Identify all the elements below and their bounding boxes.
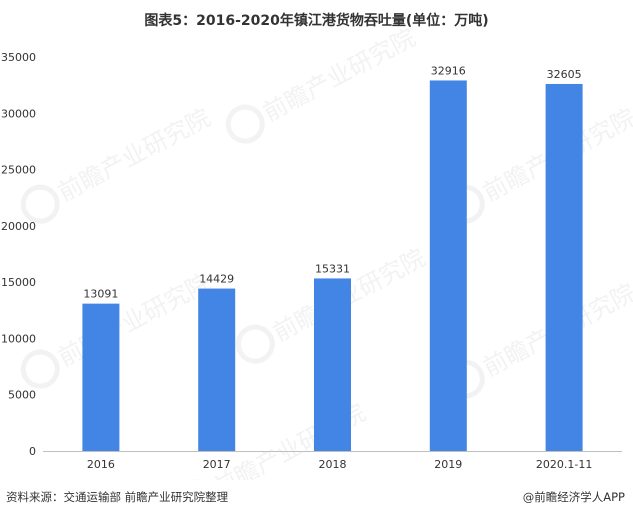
watermark: 前瞻产业研究院 <box>445 278 633 399</box>
y-tick-label: 25000 <box>1 164 36 177</box>
watermark-text: 前瞻产业研究院 <box>54 268 215 372</box>
bar <box>545 83 583 452</box>
chart-title: 图表5：2016-2020年镇江港货物吞吐量(单位：万吨) <box>144 13 489 29</box>
watermark-logo <box>20 349 60 389</box>
footer: 资料来源：交通运输部 前瞻产业研究院整理 @前瞻经济学人APP <box>0 487 633 511</box>
watermark: 前瞻产业研究院 <box>20 103 215 224</box>
y-tick-label: 35000 <box>1 51 36 64</box>
watermark: 前瞻产业研究院 <box>445 103 633 224</box>
y-tick-label: 0 <box>29 445 36 458</box>
y-tick-label: 10000 <box>1 332 36 345</box>
y-tick-label: 30000 <box>1 107 36 120</box>
data-label: 14429 <box>199 273 234 286</box>
bar-chart: 前瞻产业研究院前瞻产业研究院前瞻产业研究院前瞻产业研究院前瞻产业研究院前瞻产业研… <box>1 23 633 480</box>
brand-credit[interactable]: @前瞻经济学人APP <box>522 490 625 504</box>
data-label: 13091 <box>83 288 118 301</box>
bars <box>82 80 583 452</box>
x-tick-label: 2019 <box>434 458 462 471</box>
source-note: 资料来源：交通运输部 前瞻产业研究院整理 <box>6 490 229 504</box>
x-tick-label: 2017 <box>203 458 231 471</box>
x-tick-label: 2016 <box>87 458 115 471</box>
x-axis: 2016 2017 2018 2019 2020.1-11 <box>43 451 622 471</box>
bar <box>429 80 467 451</box>
watermark-text: 前瞻产业研究院 <box>259 23 420 127</box>
watermark-logo <box>235 324 275 364</box>
bar <box>314 278 351 451</box>
y-tick-label: 20000 <box>1 220 36 233</box>
watermark-text: 前瞻产业研究院 <box>54 103 215 207</box>
x-tick-label: 2020.1-11 <box>536 458 592 471</box>
y-axis: 0 5000 10000 15000 20000 25000 30000 35000 <box>1 51 36 458</box>
y-tick-label: 15000 <box>1 276 36 289</box>
x-tick-label: 2018 <box>319 458 347 471</box>
data-labels: 13091 14429 15331 32916 32605 <box>83 64 581 300</box>
watermark: 前瞻产业研究院 <box>225 23 420 144</box>
bar <box>198 288 236 451</box>
data-label: 15331 <box>315 262 350 275</box>
data-label: 32916 <box>431 64 466 77</box>
data-label: 32605 <box>547 68 582 81</box>
bar <box>82 303 120 451</box>
watermark-logo <box>225 104 265 144</box>
watermark-logo <box>20 184 60 224</box>
y-tick-label: 5000 <box>8 389 36 402</box>
